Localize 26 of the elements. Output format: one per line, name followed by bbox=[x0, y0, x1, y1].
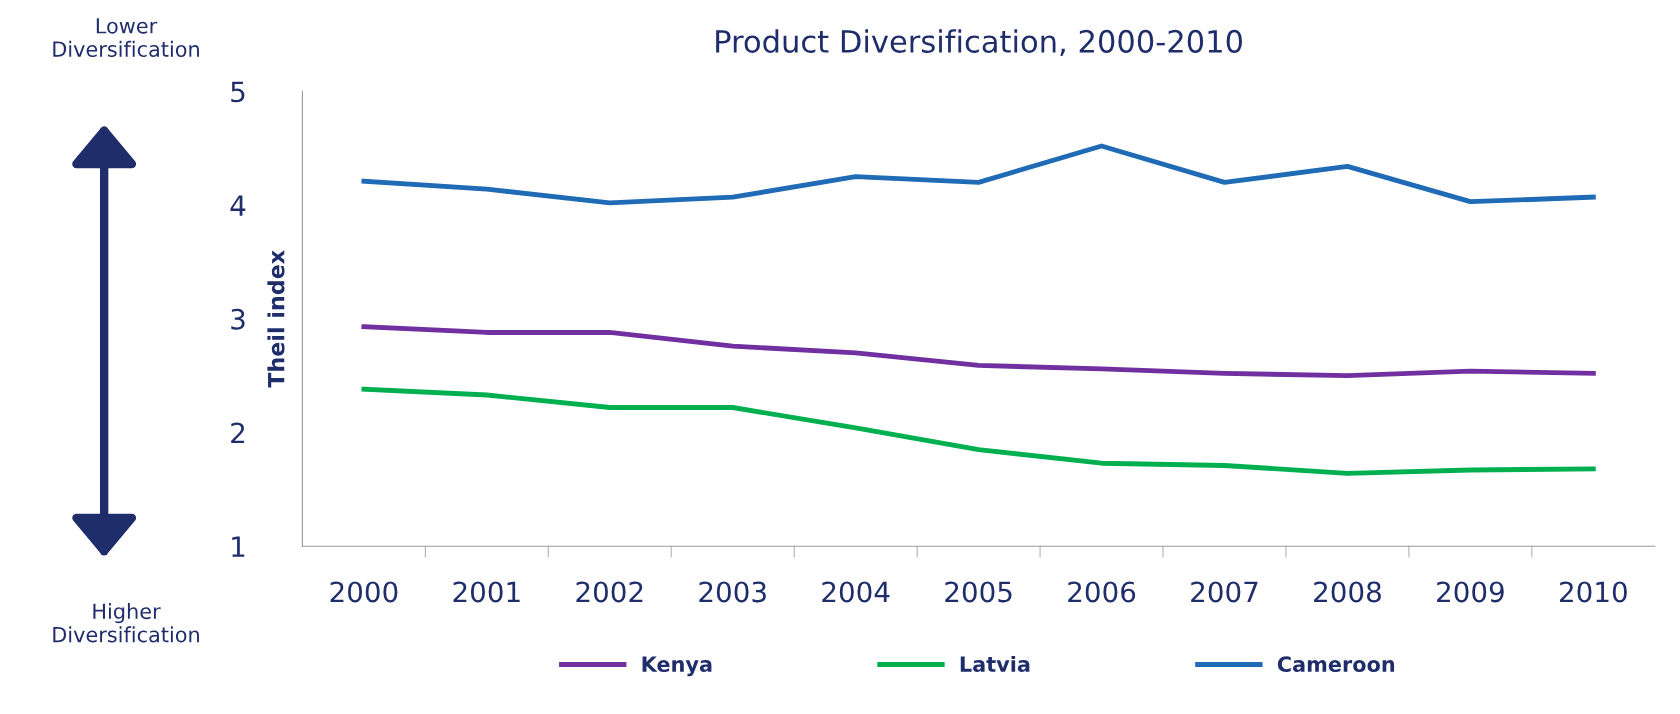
x-tick-label: 2009 bbox=[1437, 581, 1504, 603]
y-tick-label: 1 bbox=[232, 536, 245, 557]
x-tick-label: 2002 bbox=[576, 581, 643, 603]
y-tick-label: 2 bbox=[231, 422, 245, 444]
x-tick-label: 2007 bbox=[1191, 581, 1258, 603]
line-series bbox=[361, 143, 1596, 206]
x-tick-label: 2000 bbox=[330, 581, 398, 603]
text: Lower Diversification bbox=[53, 18, 199, 57]
x-tick-label: 2006 bbox=[1068, 581, 1136, 603]
legend-label: Cameroon bbox=[1277, 656, 1395, 673]
x-tick-label: 2001 bbox=[453, 581, 520, 603]
legend-label: Kenya bbox=[642, 656, 712, 677]
legend-label: Latvia bbox=[960, 655, 1030, 673]
y-tick-label: 4 bbox=[230, 195, 246, 216]
line-series bbox=[361, 386, 1596, 476]
x-tick-label: 2004 bbox=[822, 581, 890, 603]
x-tick-label: 2003 bbox=[699, 581, 766, 603]
x-tick-label: 2005 bbox=[945, 581, 1012, 603]
y-tick-label: 3 bbox=[231, 308, 245, 330]
x-tick-label: 2010 bbox=[1560, 581, 1627, 603]
line-series bbox=[361, 324, 1596, 379]
text: Higher Diversification bbox=[53, 603, 199, 643]
y-tick-label: 5 bbox=[231, 81, 245, 103]
chart-title: Product Diversification, 2000-2010 bbox=[716, 29, 1242, 57]
y-axis-title: Theil index bbox=[267, 250, 285, 388]
x-tick-label: 2008 bbox=[1314, 581, 1381, 603]
